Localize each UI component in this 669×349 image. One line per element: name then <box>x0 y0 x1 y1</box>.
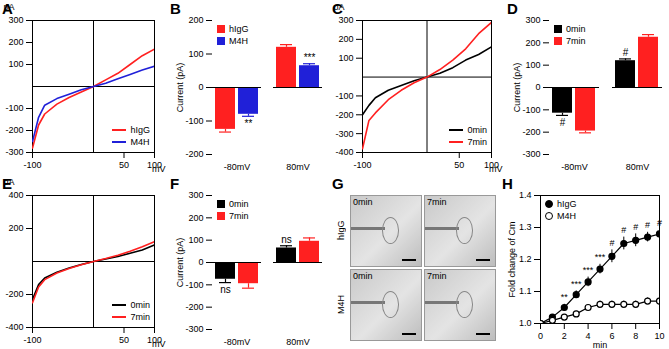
svg-text:200: 200 <box>188 15 203 25</box>
svg-text:#: # <box>621 225 626 235</box>
svg-text:300: 300 <box>8 15 23 25</box>
svg-text:#: # <box>560 117 566 128</box>
svg-text:mV: mV <box>152 339 166 349</box>
svg-text:200: 200 <box>8 37 23 47</box>
svg-text:Current (pA): Current (pA) <box>175 63 185 113</box>
svg-text:-100: -100 <box>522 105 540 115</box>
svg-text:-100: -100 <box>185 280 203 290</box>
svg-text:#: # <box>633 222 638 232</box>
svg-text:-200: -200 <box>185 302 203 312</box>
svg-text:-80mV: -80mV <box>224 162 251 172</box>
svg-text:8: 8 <box>633 331 638 341</box>
svg-text:300: 300 <box>525 15 540 25</box>
svg-text:100: 100 <box>8 59 23 69</box>
svg-text:-300: -300 <box>522 149 540 159</box>
svg-text:***: *** <box>595 252 606 262</box>
svg-text:min: min <box>593 340 608 349</box>
svg-text:400: 400 <box>8 190 23 200</box>
svg-text:0: 0 <box>535 82 540 92</box>
svg-text:100: 100 <box>525 60 540 70</box>
svg-text:100: 100 <box>188 235 203 245</box>
svg-text:6: 6 <box>609 331 614 341</box>
svg-text:pA: pA <box>4 2 15 12</box>
svg-text:80mV: 80mV <box>286 337 310 347</box>
svg-text:Current (pA): Current (pA) <box>175 238 185 288</box>
svg-text:0: 0 <box>198 257 203 267</box>
svg-text:-200: -200 <box>185 149 203 159</box>
svg-text:1.2: 1.2 <box>519 254 532 264</box>
svg-text:**: ** <box>245 118 253 129</box>
svg-text:80mV: 80mV <box>626 162 650 172</box>
svg-text:0: 0 <box>198 82 203 92</box>
svg-text:1.4: 1.4 <box>519 190 532 200</box>
svg-text:-200: -200 <box>335 110 353 120</box>
svg-text:1.0: 1.0 <box>519 318 532 328</box>
svg-text:pA: pA <box>334 2 345 12</box>
svg-text:mV: mV <box>489 164 503 174</box>
svg-text:-400: -400 <box>5 322 23 332</box>
svg-text:#: # <box>623 47 629 58</box>
svg-text:100: 100 <box>188 49 203 59</box>
svg-text:pA: pA <box>4 177 15 187</box>
svg-text:Current (pA): Current (pA) <box>512 63 522 113</box>
svg-text:-80mV: -80mV <box>561 162 588 172</box>
svg-text:4: 4 <box>586 331 591 341</box>
svg-text:-300: -300 <box>5 147 23 157</box>
svg-text:50: 50 <box>119 160 129 170</box>
svg-text:80mV: 80mV <box>286 162 310 172</box>
svg-text:ns: ns <box>220 284 231 295</box>
svg-text:300: 300 <box>188 190 203 200</box>
svg-text:-100: -100 <box>5 103 23 113</box>
svg-text:-100: -100 <box>185 116 203 126</box>
svg-text:100: 100 <box>338 53 353 63</box>
svg-text:200: 200 <box>338 34 353 44</box>
svg-text:50: 50 <box>454 160 464 170</box>
svg-text:-300: -300 <box>335 129 353 139</box>
svg-text:mV: mV <box>152 164 166 174</box>
svg-text:***: *** <box>304 52 316 63</box>
svg-text:**: ** <box>561 292 569 302</box>
svg-text:-100: -100 <box>23 335 41 345</box>
svg-text:1.1: 1.1 <box>519 286 532 296</box>
svg-text:-200: -200 <box>5 125 23 135</box>
svg-text:-300: -300 <box>185 324 203 334</box>
svg-text:1.3: 1.3 <box>519 222 532 232</box>
svg-text:200: 200 <box>188 213 203 223</box>
svg-text:#: # <box>657 218 662 228</box>
svg-text:ns: ns <box>281 234 292 245</box>
svg-text:#: # <box>645 220 650 230</box>
svg-text:***: *** <box>583 265 594 275</box>
svg-text:300: 300 <box>338 15 353 25</box>
svg-text:200: 200 <box>8 223 23 233</box>
svg-text:-100: -100 <box>353 160 371 170</box>
svg-text:50: 50 <box>119 335 129 345</box>
svg-text:-100: -100 <box>23 160 41 170</box>
svg-text:#: # <box>609 238 614 248</box>
svg-text:-200: -200 <box>522 127 540 137</box>
svg-text:200: 200 <box>525 38 540 48</box>
svg-text:-80mV: -80mV <box>224 337 251 347</box>
svg-text:***: *** <box>571 279 582 289</box>
svg-text:0: 0 <box>538 331 543 341</box>
svg-text:-100: -100 <box>335 91 353 101</box>
svg-text:-400: -400 <box>335 147 353 157</box>
svg-text:-200: -200 <box>5 289 23 299</box>
svg-text:10: 10 <box>654 331 664 341</box>
svg-text:2: 2 <box>562 331 567 341</box>
svg-text:Fold change of Cm: Fold change of Cm <box>507 221 517 297</box>
